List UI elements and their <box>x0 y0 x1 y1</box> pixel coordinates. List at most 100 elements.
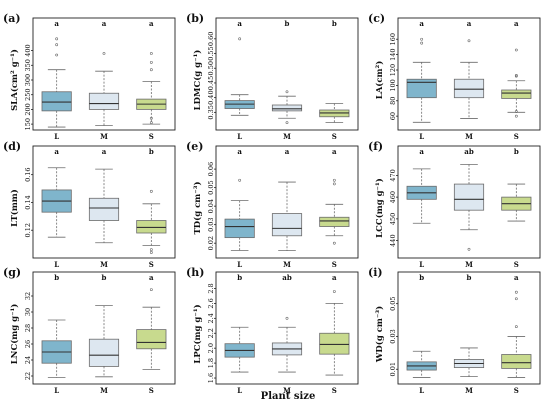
significance-letter: a <box>237 19 242 28</box>
box-iqr <box>88 92 120 110</box>
panel-5: (e) TD(g cm⁻³) 0.02 0.03 0.04 0.05 0.06 a La Ma S <box>186 140 359 269</box>
x-category-label: S <box>332 260 337 269</box>
outlier-point <box>149 189 153 193</box>
significance-letter: a <box>467 19 472 28</box>
plot-frame <box>32 17 176 131</box>
y-tick-label: 2.0 <box>207 343 215 353</box>
panel-letter: (b) <box>186 12 204 25</box>
y-tick-label: 0.16 <box>24 167 32 181</box>
x-category-label: L <box>54 386 59 395</box>
box-L <box>224 178 255 251</box>
outlier-point <box>514 73 518 77</box>
y-tick-label: 1.6 <box>207 373 215 383</box>
y-tick-label: 460 <box>389 191 397 203</box>
box-iqr <box>224 218 255 239</box>
significance-letter: a <box>285 147 290 156</box>
outlier-point <box>420 37 424 41</box>
y-axis-label: TD(g cm⁻³) <box>192 181 203 234</box>
y-tick-label: 26 <box>24 340 32 348</box>
outlier-point <box>332 182 336 186</box>
plot-frame <box>215 17 359 131</box>
box-iqr <box>453 78 485 99</box>
outlier-point <box>149 60 153 64</box>
significance-letter: a <box>149 273 154 282</box>
box-L <box>224 37 255 116</box>
panel-8: (h) LPC(mg g⁻¹) 1.6 1.8 2.0 2.2 2.4 2.6 2.8 b Lab M… <box>186 266 359 395</box>
significance-letter: a <box>514 19 519 28</box>
significance-letter: ab <box>282 273 292 282</box>
box-iqr <box>501 89 532 99</box>
box-S <box>136 288 167 371</box>
y-axis-label: LA(cm²) <box>374 61 385 100</box>
panel-letter: (f) <box>368 140 383 153</box>
box-iqr <box>319 216 350 227</box>
x-category-label: M <box>100 386 108 395</box>
significance-letter: a <box>102 147 107 156</box>
box-M <box>88 305 120 378</box>
x-category-label: L <box>419 132 424 141</box>
x-category-label: L <box>54 132 59 141</box>
y-tick-label: 0.05 <box>389 296 397 310</box>
box-S <box>136 189 167 254</box>
box-L <box>41 167 72 238</box>
x-category-label: M <box>283 386 291 395</box>
y-axis-label: LCC(mg g⁻¹) <box>374 178 385 238</box>
y-tick-label: 30 <box>24 308 32 316</box>
box-iqr <box>88 338 120 367</box>
y-tick-label: 120 <box>389 64 397 76</box>
y-tick-label: 24 <box>24 356 32 364</box>
outlier-point <box>514 114 518 118</box>
y-axis-label: WD(g cm⁻³) <box>374 306 385 363</box>
plot-frame <box>397 17 541 131</box>
y-tick-label: 0.03 <box>207 217 215 231</box>
significance-letter: b <box>54 273 59 282</box>
y-tick-label: 0.01 <box>389 362 397 376</box>
outlier-point <box>149 116 153 120</box>
plot-frame <box>397 271 541 385</box>
box-iqr <box>136 329 167 350</box>
box-M <box>453 39 485 119</box>
x-category-label: S <box>514 132 519 141</box>
y-tick-label: 250 <box>24 88 32 100</box>
box-M <box>88 168 120 244</box>
y-tick-label: 350 <box>24 59 32 71</box>
panel-4: (d) LT(mm) 0.12 0.14 0.16 a La Mb S <box>3 140 176 269</box>
box-L <box>224 326 255 373</box>
box-iqr <box>88 197 120 221</box>
y-tick-label: 0.06 <box>207 162 215 176</box>
y-tick-label: 0.55 <box>207 46 215 60</box>
significance-letter: a <box>54 147 59 156</box>
y-axis-label: SLA(cm² g⁻¹) <box>9 49 20 111</box>
box-M <box>453 347 485 378</box>
outlier-point <box>467 247 471 251</box>
box-iqr <box>319 332 350 355</box>
panel-7: (g) LNC(mg g⁻¹) 22 24 26 28 30 32 b Lb Ma S <box>3 266 176 395</box>
plot-frame <box>215 145 359 259</box>
significance-letter: b <box>332 19 337 28</box>
y-axis-label: LNC(mg g⁻¹) <box>9 304 20 365</box>
significance-letter: b <box>237 273 242 282</box>
x-category-label: M <box>465 260 473 269</box>
box-L <box>406 350 437 378</box>
y-tick-label: 100 <box>389 79 397 91</box>
y-tick-label: 0.03 <box>389 329 397 343</box>
outlier-point <box>149 248 153 252</box>
panel-6: (f) LCC(mg g⁻¹) 440 450 460 470 a Lab Mb S <box>368 140 541 269</box>
panel-letter: (a) <box>3 12 21 25</box>
x-category-label: L <box>419 260 424 269</box>
significance-letter: a <box>514 273 519 282</box>
significance-letter: b <box>102 273 107 282</box>
box-L <box>406 37 437 123</box>
outlier-point <box>285 316 289 320</box>
y-tick-label: 150 <box>24 118 32 130</box>
plot-frame <box>32 145 176 259</box>
box-L <box>406 168 437 224</box>
panel-letter: (i) <box>368 266 383 279</box>
panel-1: (a) SLA(cm² g⁻¹) 150 200 250 300 350 400 a La Ma S <box>3 12 176 141</box>
outlier-point <box>514 48 518 52</box>
significance-letter: b <box>514 147 519 156</box>
box-M <box>453 164 485 251</box>
x-category-label: S <box>332 386 337 395</box>
significance-letter: ab <box>464 147 474 156</box>
